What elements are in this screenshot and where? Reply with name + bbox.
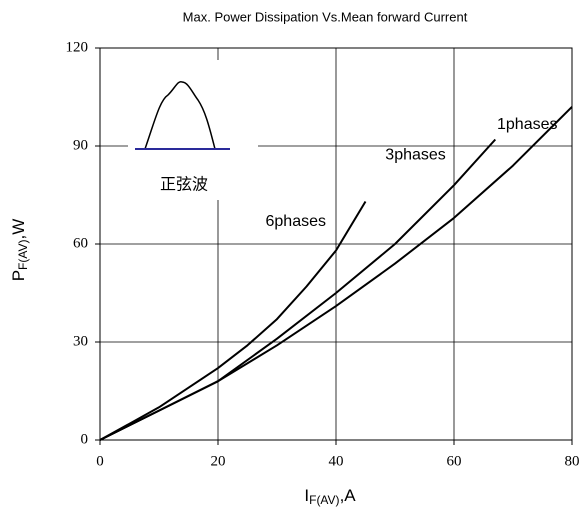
series-label: 6phases (266, 213, 327, 230)
y-axis-label: PF(AV),W (9, 219, 30, 282)
y-tick-label: 30 (73, 333, 88, 349)
y-label-sub: F(AV) (16, 239, 30, 269)
series-label: 3phases (385, 147, 446, 164)
x-axis-label: IF(AV),A (304, 486, 356, 507)
y-tick-label: 120 (66, 39, 89, 55)
inset-background (128, 60, 258, 200)
series-line (99, 200, 367, 441)
grid (99, 47, 573, 441)
y-label-unit: ,W (9, 219, 28, 240)
inset-label: 正弦波 (160, 175, 208, 194)
sine-wave-icon (144, 80, 216, 150)
x-label-sub: F(AV) (309, 493, 339, 507)
x-tick-label: 40 (329, 453, 344, 469)
series-line (99, 106, 573, 441)
y-tick-label: 60 (73, 235, 88, 251)
y-tick-label: 90 (73, 137, 88, 153)
y-label-main: P (9, 270, 28, 281)
x-label-unit: ,A (340, 486, 357, 505)
series-label: 1phases (497, 116, 558, 133)
x-label-main: I (304, 486, 309, 505)
x-tick-label: 0 (96, 453, 104, 469)
x-tick-label: 20 (211, 453, 226, 469)
chart-title: Max. Power Dissipation Vs.Mean forward C… (183, 9, 468, 24)
y-tick-label: 0 (81, 431, 89, 447)
x-tick-label: 60 (447, 453, 462, 469)
x-tick-label: 80 (565, 453, 580, 469)
